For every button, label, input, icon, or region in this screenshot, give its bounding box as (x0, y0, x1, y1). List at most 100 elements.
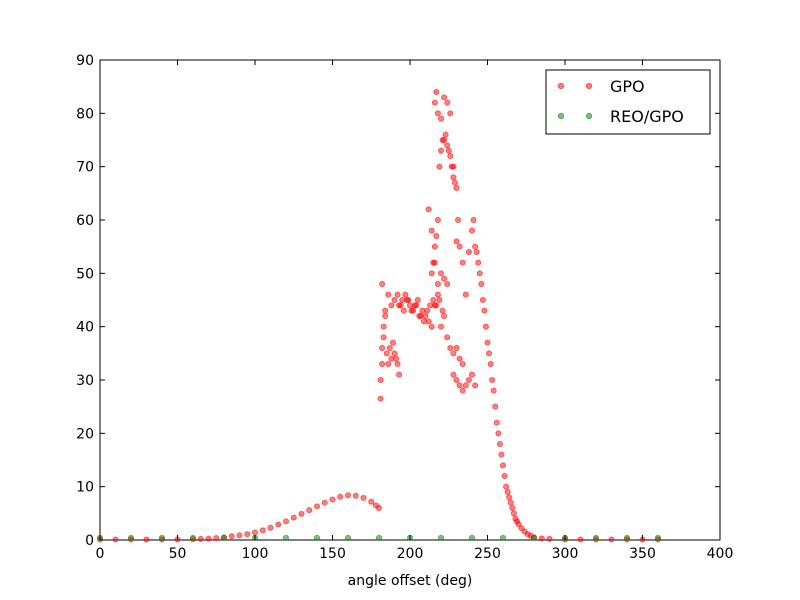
data-point (451, 179, 458, 186)
data-point (501, 472, 508, 479)
legend-box (545, 69, 711, 135)
data-point (431, 243, 438, 250)
data-point (158, 534, 165, 541)
data-point (143, 536, 150, 543)
y-tick-label: 30 (76, 373, 94, 389)
data-point (375, 504, 382, 511)
data-point (447, 344, 454, 351)
data-point (306, 507, 313, 514)
data-point (442, 131, 449, 138)
y-tick-label: 90 (76, 53, 94, 69)
data-point (453, 184, 460, 191)
legend-marker-gpo-1 (557, 82, 565, 90)
data-point (388, 302, 395, 309)
x-tick-label: 400 (707, 546, 734, 562)
data-point (275, 521, 282, 528)
data-point (456, 355, 463, 362)
data-point (593, 534, 600, 541)
legend-marker-reo-gpo-1 (557, 112, 565, 120)
y-tick-label: 80 (76, 106, 94, 122)
data-point (441, 312, 448, 319)
data-point (475, 259, 482, 266)
y-tick-label: 10 (76, 480, 94, 496)
data-point (430, 296, 437, 303)
data-point (436, 163, 443, 170)
data-point (228, 533, 235, 540)
data-point (624, 534, 631, 541)
data-point (352, 492, 359, 499)
data-point (399, 296, 406, 303)
x-tick-label: 50 (169, 546, 187, 562)
y-tick-label: 40 (76, 320, 94, 336)
data-point (394, 291, 401, 298)
x-tick-label: 350 (629, 546, 656, 562)
data-point (213, 535, 220, 542)
data-point (445, 147, 452, 154)
x-tick-label: 250 (474, 546, 501, 562)
data-point (450, 163, 457, 170)
data-point (490, 387, 497, 394)
data-point (468, 371, 475, 378)
data-point (411, 302, 418, 309)
legend-marker-reo-gpo-2 (585, 112, 593, 120)
data-point (472, 382, 479, 389)
data-point (437, 323, 444, 330)
data-point (433, 89, 440, 96)
x-axis-label: angle offset (deg) (348, 573, 473, 589)
data-point (468, 227, 475, 234)
data-point (459, 259, 466, 266)
data-point (538, 535, 545, 542)
x-tick-label: 150 (319, 546, 346, 562)
data-point (427, 302, 434, 309)
data-point (385, 291, 392, 298)
data-point (437, 147, 444, 154)
data-point (437, 115, 444, 122)
data-point (456, 243, 463, 250)
y-tick-label: 20 (76, 426, 94, 442)
data-point (492, 403, 499, 410)
data-point (465, 376, 472, 383)
data-point (478, 280, 485, 287)
data-point (473, 248, 480, 255)
data-point (506, 494, 513, 501)
data-point (441, 94, 448, 101)
data-point (380, 323, 387, 330)
data-point (337, 493, 344, 500)
data-point (379, 360, 386, 367)
data-point (434, 216, 441, 223)
data-point (489, 376, 496, 383)
data-point (531, 534, 538, 541)
data-point (189, 534, 196, 541)
data-point (408, 307, 415, 314)
data-point (444, 334, 451, 341)
data-point (439, 307, 446, 314)
data-point (425, 206, 432, 213)
data-point (431, 99, 438, 106)
legend-marker-gpo-2 (585, 82, 593, 90)
data-point (503, 483, 510, 490)
data-point (375, 534, 382, 541)
data-point (382, 312, 389, 319)
data-point (472, 243, 479, 250)
ticks-layer: 0 50 100 150 200 250 300 350 400 0 10 20 30 40 50 60 70 8… (76, 53, 733, 562)
data-point (434, 280, 441, 287)
data-point (479, 296, 486, 303)
x-tick-label: 200 (397, 546, 424, 562)
data-point (251, 529, 258, 536)
data-point (282, 518, 289, 525)
data-point (462, 382, 469, 389)
data-point (453, 238, 460, 245)
data-point (465, 248, 472, 255)
data-point (486, 350, 493, 357)
y-tick-label: 0 (85, 533, 94, 549)
series-layer (97, 89, 662, 543)
data-point (434, 110, 441, 117)
legend: GPO REO/GPO (545, 69, 711, 135)
data-point (393, 355, 400, 362)
data-point (329, 496, 336, 503)
data-point (507, 499, 514, 506)
data-point (391, 350, 398, 357)
data-point (470, 216, 477, 223)
